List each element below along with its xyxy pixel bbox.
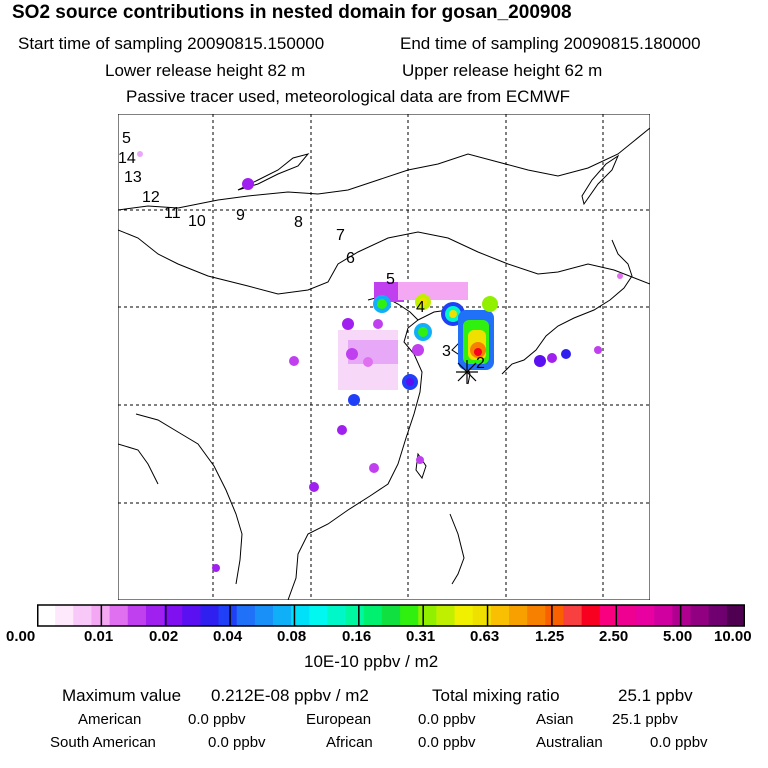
colorbar-tick: 0.04	[213, 628, 243, 645]
colorbar-swatch	[327, 605, 347, 626]
colorbar-swatch	[599, 605, 619, 626]
trajectory-label: 7	[336, 227, 345, 244]
region-value: 0.0 ppbv	[418, 711, 476, 728]
end-time-text: End time of sampling 20090815.180000	[400, 34, 701, 53]
colorbar-swatch	[527, 605, 546, 626]
colorbar-swatch	[654, 605, 673, 626]
colorbar-swatch	[236, 605, 256, 626]
region-value: 0.0 ppbv	[208, 734, 266, 751]
region-value: 25.1 ppbv	[612, 711, 678, 728]
trajectory-label: 10	[188, 213, 206, 230]
colorbar-tick: 5.00	[663, 628, 693, 645]
max-value-label: Maximum value	[62, 686, 182, 705]
trajectory-label: 2	[476, 355, 485, 372]
colorbar-swatch	[363, 605, 383, 626]
plot-title: SO2 source contributions in nested domai…	[12, 2, 572, 23]
start-time-text: Start time of sampling 20090815.150000	[18, 34, 325, 53]
max-value: 0.212E-08 ppbv / m2	[211, 686, 369, 705]
colorbar-swatch	[708, 605, 728, 626]
colorbar-swatch	[254, 605, 274, 626]
colorbar-swatch	[472, 605, 492, 626]
region-name: European	[306, 711, 372, 728]
colorbar-swatch	[218, 605, 238, 626]
colorbar-swatch	[273, 605, 292, 626]
colorbar-swatch	[563, 605, 583, 626]
colorbar-tick: 0.01	[84, 628, 114, 645]
trajectory-label: 14	[118, 150, 136, 167]
colorbar-swatch	[490, 605, 510, 626]
region-name: Asian	[536, 711, 574, 728]
colorbar-swatch	[545, 605, 564, 626]
region-name: American	[78, 711, 142, 728]
colorbar-swatch	[400, 605, 419, 626]
colorbar-tick: 0.16	[342, 628, 372, 645]
colorbar-tick: 0.00	[6, 628, 36, 645]
receptor-marker	[456, 360, 478, 384]
tracer-note-text: Passive tracer used, meteorological data…	[126, 87, 571, 106]
trajectory-label: 3	[442, 343, 451, 360]
colorbar-swatch	[127, 605, 147, 626]
total-mixing-value: 25.1 ppbv	[618, 686, 693, 705]
colorbar-swatch	[73, 605, 92, 626]
trajectory-label: 12	[142, 189, 160, 206]
trajectory-label: 13	[124, 169, 142, 186]
trajectory-label: 8	[294, 214, 303, 231]
colorbar-tick: 0.63	[470, 628, 500, 645]
colorbar-tick: 10.00	[714, 628, 752, 645]
lower-release-text: Lower release height 82 m	[105, 61, 306, 80]
colorbar-swatch	[309, 605, 328, 626]
colorbar-swatch	[200, 605, 220, 626]
trajectory-label: 6	[346, 250, 355, 267]
colorbar	[37, 604, 745, 627]
colorbar-tick: 0.08	[277, 628, 307, 645]
region-value: 0.0 ppbv	[650, 734, 708, 751]
region-name: South American	[50, 734, 156, 751]
trajectory-label: 11	[164, 205, 181, 222]
colorbar-tick: 2.50	[599, 628, 629, 645]
colorbar-swatch	[672, 605, 692, 626]
colorbar-tick: 1.25	[535, 628, 565, 645]
colorbar-swatch	[454, 605, 474, 626]
colorbar-swatch	[636, 605, 655, 626]
colorbar-swatch	[418, 605, 437, 626]
colorbar-swatch	[109, 605, 129, 626]
region-name: African	[326, 734, 373, 751]
colorbar-swatch	[381, 605, 401, 626]
coastline-lines	[118, 127, 650, 600]
trajectory-label: 4	[416, 299, 425, 316]
region-name: Australian	[536, 734, 603, 751]
region-value: 0.0 ppbv	[418, 734, 476, 751]
colorbar-swatch	[436, 605, 456, 626]
upper-release-text: Upper release height 62 m	[402, 61, 603, 80]
colorbar-swatch	[690, 605, 710, 626]
colorbar-swatch	[617, 605, 637, 626]
concentration-field	[137, 151, 623, 572]
colorbar-swatch	[55, 605, 74, 626]
colorbar-unit: 10E-10 ppbv / m2	[304, 652, 439, 671]
colorbar-swatch	[291, 605, 310, 626]
colorbar-border	[37, 604, 745, 627]
map-panel: 5 14 13 12 11 10 9 8 7 6 5 4 3 2	[118, 114, 650, 600]
trajectory-label: 5	[122, 130, 131, 147]
colorbar-swatch	[581, 605, 601, 626]
colorbar-swatch	[509, 605, 528, 626]
colorbar-swatch	[726, 605, 745, 626]
colorbar-swatch	[164, 605, 183, 626]
total-mixing-label: Total mixing ratio	[432, 686, 560, 705]
colorbar-swatch	[37, 605, 56, 626]
region-value: 0.0 ppbv	[188, 711, 246, 728]
colorbar-swatch	[145, 605, 165, 626]
colorbar-tick: 0.31	[406, 628, 436, 645]
colorbar-tick: 0.02	[149, 628, 179, 645]
colorbar-swatch	[182, 605, 201, 626]
trajectory-label: 9	[236, 207, 245, 224]
colorbar-swatch	[345, 605, 365, 626]
trajectory-label: 5	[386, 271, 395, 288]
